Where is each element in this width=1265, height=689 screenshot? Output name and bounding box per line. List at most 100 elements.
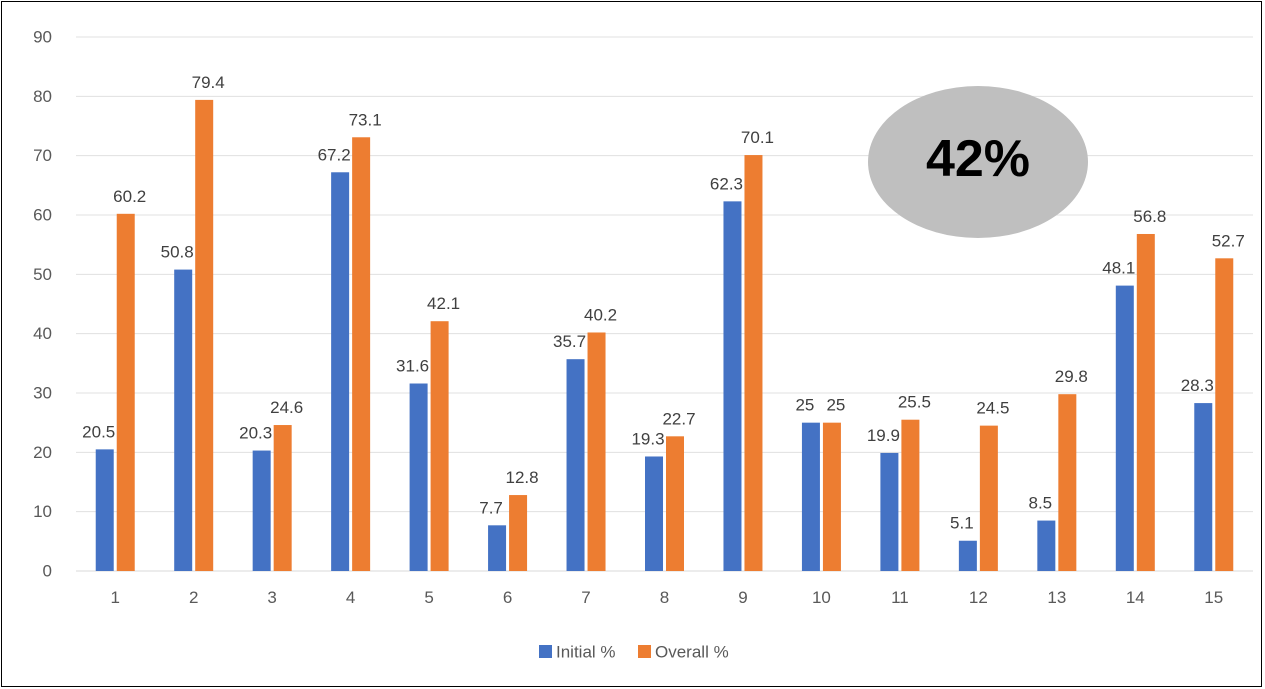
y-tick-label: 90 bbox=[33, 28, 52, 47]
bar-series1-cat2 bbox=[174, 269, 193, 571]
y-tick-label: 60 bbox=[33, 206, 52, 225]
data-label-series1-cat14: 48.1 bbox=[1102, 259, 1135, 278]
data-label-series1-cat15: 28.3 bbox=[1181, 376, 1214, 395]
data-label-series1-cat7: 35.7 bbox=[553, 332, 586, 351]
legend-label-series1: Initial % bbox=[556, 643, 616, 662]
bar-series1-cat4 bbox=[331, 172, 350, 571]
bar-series1-cat6 bbox=[488, 525, 507, 571]
bar-series1-cat3 bbox=[252, 450, 271, 571]
legend-swatch-series1 bbox=[539, 645, 552, 658]
data-labels: 20.5 60.2 50.8 79.4 20.3 24.6 67.2 73.1 31.6 42.1… bbox=[82, 73, 1245, 533]
x-tick-label: 6 bbox=[503, 588, 512, 607]
x-tick-label: 4 bbox=[346, 588, 355, 607]
bar-series1-cat10 bbox=[801, 422, 820, 571]
y-axis-tick-labels: 0 10 20 30 40 50 60 70 80 90 bbox=[33, 28, 52, 581]
data-label-series2-cat13: 29.8 bbox=[1055, 367, 1088, 386]
x-tick-label: 12 bbox=[969, 588, 988, 607]
x-tick-label: 11 bbox=[891, 588, 909, 607]
data-label-series2-cat3: 24.6 bbox=[270, 398, 303, 417]
y-tick-label: 40 bbox=[33, 324, 52, 343]
data-label-series2-cat15: 52.7 bbox=[1212, 231, 1245, 250]
bar-series2-cat2 bbox=[195, 99, 214, 571]
bar-series2-cat12 bbox=[979, 425, 998, 571]
x-tick-label: 2 bbox=[189, 588, 198, 607]
x-tick-label: 5 bbox=[424, 588, 433, 607]
data-label-series2-cat10: 25 bbox=[826, 396, 845, 415]
data-label-series1-cat2: 50.8 bbox=[161, 243, 194, 262]
bar-series2-cat15 bbox=[1215, 258, 1234, 571]
x-tick-label: 15 bbox=[1204, 588, 1223, 607]
bar-series1-cat15 bbox=[1194, 403, 1213, 571]
y-tick-label: 30 bbox=[33, 384, 52, 403]
bar-series2-cat9 bbox=[744, 155, 763, 571]
y-tick-label: 80 bbox=[33, 87, 52, 106]
bar-series2-cat5 bbox=[430, 321, 449, 571]
data-label-series1-cat3: 20.3 bbox=[239, 424, 272, 443]
data-label-series2-cat1: 60.2 bbox=[113, 187, 146, 206]
bar-series2-cat7 bbox=[587, 332, 606, 571]
bar-series2-cat1 bbox=[116, 213, 135, 571]
data-label-series1-cat10: 25 bbox=[795, 396, 814, 415]
data-label-series1-cat5: 31.6 bbox=[396, 357, 429, 376]
bars bbox=[95, 99, 1234, 572]
legend: Initial % Overall % bbox=[539, 643, 729, 662]
y-tick-label: 10 bbox=[33, 502, 52, 521]
bar-series1-cat7 bbox=[566, 359, 585, 571]
bar-series2-cat6 bbox=[509, 495, 528, 571]
gridlines bbox=[76, 36, 1253, 572]
bar-series1-cat8 bbox=[645, 456, 663, 571]
bar-series2-cat13 bbox=[1058, 394, 1077, 571]
legend-swatch-series2 bbox=[638, 645, 651, 658]
bar-series1-cat9 bbox=[723, 201, 742, 571]
data-label-series1-cat1: 20.5 bbox=[82, 422, 115, 441]
x-tick-label: 8 bbox=[660, 588, 669, 607]
data-label-series2-cat8: 22.7 bbox=[662, 409, 695, 428]
data-label-series2-cat14: 56.8 bbox=[1133, 207, 1166, 226]
x-tick-label: 14 bbox=[1126, 588, 1145, 607]
data-label-series1-cat11: 19.9 bbox=[867, 426, 900, 445]
badge-ellipse bbox=[868, 86, 1088, 238]
bar-series1-cat11 bbox=[880, 452, 899, 571]
bar-series2-cat11 bbox=[901, 419, 920, 571]
data-label-series1-cat4: 67.2 bbox=[318, 145, 351, 164]
y-tick-label: 0 bbox=[43, 562, 52, 581]
percentage-badge: 42% bbox=[868, 86, 1088, 238]
x-tick-label: 10 bbox=[812, 588, 831, 607]
bar-series1-cat13 bbox=[1037, 520, 1056, 571]
data-label-series2-cat7: 40.2 bbox=[584, 305, 617, 324]
x-tick-label: 13 bbox=[1047, 588, 1066, 607]
x-tick-label: 9 bbox=[738, 588, 747, 607]
data-label-series1-cat12: 5.1 bbox=[950, 514, 974, 533]
bar-series2-cat8 bbox=[666, 436, 684, 571]
data-label-series1-cat8: 19.3 bbox=[631, 429, 664, 448]
bar-series1-cat5 bbox=[409, 383, 428, 571]
data-label-series2-cat4: 73.1 bbox=[349, 110, 382, 129]
badge-text: 42% bbox=[926, 130, 1030, 188]
y-tick-label: 50 bbox=[33, 265, 52, 284]
bar-series1-cat14 bbox=[1115, 285, 1134, 571]
bar-series1-cat12 bbox=[958, 540, 977, 571]
legend-label-series2: Overall % bbox=[655, 643, 729, 662]
x-axis-tick-labels: 1 2 3 4 5 6 7 8 9 10 11 12 13 14 15 bbox=[110, 588, 1223, 607]
data-label-series2-cat5: 42.1 bbox=[427, 294, 460, 313]
data-label-series2-cat12: 24.5 bbox=[976, 399, 1009, 418]
x-tick-label: 7 bbox=[581, 588, 590, 607]
x-tick-label: 3 bbox=[267, 588, 276, 607]
y-tick-label: 70 bbox=[33, 146, 52, 165]
x-tick-label: 1 bbox=[110, 588, 119, 607]
data-label-series2-cat2: 79.4 bbox=[192, 73, 225, 92]
bar-series2-cat14 bbox=[1136, 233, 1155, 571]
bar-series2-cat3 bbox=[273, 425, 292, 571]
bar-series1-cat1 bbox=[95, 449, 114, 571]
data-label-series2-cat9: 70.1 bbox=[741, 128, 774, 147]
bar-series2-cat10 bbox=[822, 422, 841, 571]
bar-series2-cat4 bbox=[352, 137, 371, 572]
y-tick-label: 20 bbox=[33, 443, 52, 462]
data-label-series1-cat13: 8.5 bbox=[1029, 494, 1053, 513]
data-label-series2-cat11: 25.5 bbox=[898, 393, 931, 412]
data-label-series2-cat6: 12.8 bbox=[506, 468, 539, 487]
data-label-series1-cat9: 62.3 bbox=[710, 174, 743, 193]
data-label-series1-cat6: 7.7 bbox=[479, 498, 503, 517]
